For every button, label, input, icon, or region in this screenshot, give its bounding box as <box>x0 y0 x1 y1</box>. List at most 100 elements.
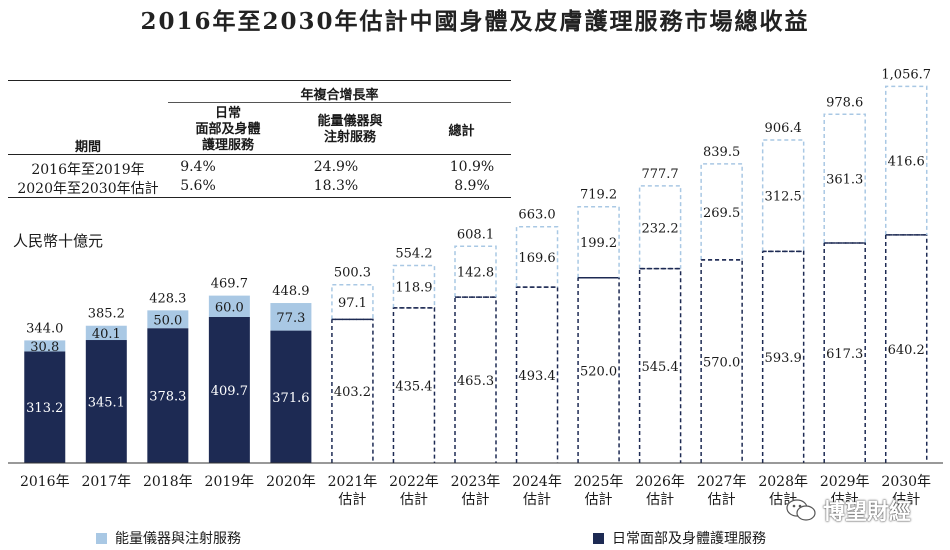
label-energy-9: 199.2 <box>580 236 617 251</box>
x-tick-7-0: 2023年 <box>451 474 501 490</box>
label-total-12: 906.4 <box>765 121 802 136</box>
x-tick-5-1: 估計 <box>338 492 366 508</box>
bar-energy-7 <box>454 245 497 298</box>
bar-energy-5 <box>331 283 374 320</box>
x-tick-0-0: 2016年 <box>20 474 70 490</box>
x-tick-14-1: 估計 <box>892 492 920 508</box>
label-total-9: 719.2 <box>580 188 617 203</box>
x-tick-14-0: 2030年 <box>881 474 931 490</box>
label-daily-0: 313.2 <box>26 401 63 416</box>
bar-daily-11 <box>700 259 743 463</box>
label-daily-9: 520.0 <box>580 364 617 379</box>
col-energy-line-1: 能量儀器與 <box>317 114 383 129</box>
row2-total: 8.9% <box>454 178 490 194</box>
row2-daily: 5.6% <box>180 178 216 194</box>
label-energy-2: 50.0 <box>153 313 182 328</box>
legend-energy-label: 能量儀器與注射服務 <box>115 531 241 547</box>
bar-daily-14 <box>884 234 928 463</box>
label-total-5: 500.3 <box>334 266 371 281</box>
bar-daily-5 <box>331 318 374 463</box>
row2-period: 2020年至2030年估計 <box>17 181 159 197</box>
x-tick-10-0: 2026年 <box>635 474 685 490</box>
row2-energy: 18.3% <box>313 178 359 194</box>
label-total-6: 554.2 <box>395 246 432 261</box>
x-tick-5-0: 2021年 <box>328 474 378 490</box>
bar-energy-0 <box>24 340 66 352</box>
x-tick-13-0: 2029年 <box>820 474 870 490</box>
row1-energy: 24.9% <box>313 159 359 175</box>
x-tick-8-0: 2024年 <box>512 474 562 490</box>
col-daily-line-2: 面部及身體 <box>195 122 261 137</box>
bar-daily-1 <box>85 340 127 463</box>
bar-energy-11 <box>700 163 743 260</box>
unit-label: 人民幣十億元 <box>13 232 104 250</box>
label-energy-14: 416.6 <box>888 155 925 170</box>
bar-daily-6 <box>392 307 436 463</box>
col-period-header: 期間 <box>74 140 101 155</box>
label-total-0: 344.0 <box>26 321 63 336</box>
label-energy-10: 232.2 <box>641 221 678 236</box>
label-daily-6: 435.4 <box>395 379 432 394</box>
bar-daily-12 <box>761 250 805 463</box>
x-tick-8-1: 估計 <box>523 492 551 508</box>
label-daily-2: 378.3 <box>149 390 186 405</box>
x-tick-10-1: 估計 <box>646 492 674 508</box>
x-tick-11-1: 估計 <box>708 492 736 508</box>
label-total-13: 978.6 <box>826 95 863 110</box>
x-tick-9-1: 估計 <box>585 492 613 508</box>
label-daily-10: 545.4 <box>641 360 678 375</box>
x-tick-4-0: 2020年 <box>266 474 316 490</box>
label-energy-7: 142.8 <box>457 266 494 281</box>
label-daily-5: 403.2 <box>334 385 371 400</box>
label-daily-11: 570.0 <box>703 355 740 370</box>
col-daily-line-3: 護理服務 <box>201 138 254 153</box>
x-tick-13-1: 估計 <box>831 492 859 508</box>
bar-energy-6 <box>392 264 436 308</box>
cagr-header: 年複合增長率 <box>300 88 379 103</box>
x-tick-2-0: 2018年 <box>143 474 193 490</box>
bar-energy-13 <box>823 113 866 244</box>
col-total-header: 總計 <box>448 124 475 139</box>
label-energy-0: 30.8 <box>30 340 59 355</box>
bar-daily-10 <box>638 267 682 463</box>
label-total-10: 777.7 <box>641 167 678 182</box>
label-energy-11: 269.5 <box>703 206 740 221</box>
bar-daily-7 <box>454 296 497 463</box>
label-daily-14: 640.2 <box>888 343 925 358</box>
label-total-1: 385.2 <box>88 307 125 322</box>
chart-title: 2016年至2030年估計中國身體及皮膚護理服務市場總收益 <box>140 8 810 35</box>
bar-energy-3 <box>208 295 250 317</box>
label-total-8: 663.0 <box>518 208 555 223</box>
label-energy-8: 169.6 <box>518 251 555 266</box>
row1-period: 2016年至2019年 <box>31 162 145 178</box>
x-tick-3-0: 2019年 <box>205 474 255 490</box>
col-energy-line-2: 注射服務 <box>323 130 376 145</box>
label-energy-6: 118.9 <box>395 281 432 296</box>
legend-daily: 日常面部及身體護理服務 <box>593 528 766 548</box>
wechat-icon <box>786 499 816 521</box>
x-tick-1-0: 2017年 <box>81 474 131 490</box>
bar-daily-0 <box>24 351 66 463</box>
label-total-4: 448.9 <box>272 284 309 299</box>
label-daily-1: 345.1 <box>88 396 125 411</box>
legend-energy: 能量儀器與注射服務 <box>96 528 241 548</box>
col-daily-line-1: 日常 <box>214 106 241 121</box>
bar-daily-8 <box>515 286 559 463</box>
label-energy-4: 77.3 <box>276 311 305 326</box>
label-daily-13: 617.3 <box>826 347 863 362</box>
label-daily-3: 409.7 <box>211 384 248 399</box>
row1-total: 10.9% <box>449 159 495 175</box>
x-tick-11-0: 2027年 <box>697 474 747 490</box>
x-tick-9-0: 2025年 <box>574 474 624 490</box>
x-tick-6-0: 2022年 <box>389 474 439 490</box>
label-energy-12: 312.5 <box>765 190 802 205</box>
label-daily-12: 593.9 <box>765 351 802 366</box>
cagr-header-rule <box>168 102 511 103</box>
bar-energy-9 <box>577 205 620 278</box>
legend-energy-swatch <box>96 532 107 544</box>
watermark-text: 博望財經 <box>823 500 912 525</box>
x-tick-7-1: 估計 <box>462 492 490 508</box>
col-daily-header: 日常 面部及身體 護理服務 <box>168 106 288 154</box>
label-energy-3: 60.0 <box>215 300 244 315</box>
